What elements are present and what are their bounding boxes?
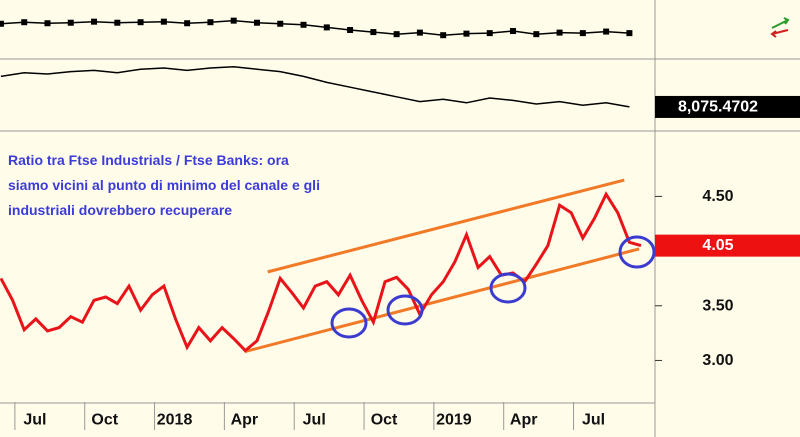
- series-marker: [21, 19, 28, 26]
- last-value-box: [655, 234, 800, 257]
- annotation: Ratio tra Ftse Industrials / Ftse Banks:…: [8, 152, 289, 168]
- series-marker: [370, 29, 377, 36]
- series-marker: [323, 24, 330, 31]
- series-marker: [91, 18, 98, 25]
- series-marker: [137, 19, 144, 26]
- series-marker: [0, 20, 4, 27]
- highlight-circle: [386, 294, 424, 326]
- annotation: industriali dovrebbero recuperare: [8, 202, 232, 218]
- series-marker: [626, 30, 633, 37]
- x-tick-label: Apr: [231, 412, 259, 429]
- series-marker: [416, 29, 423, 36]
- x-tick-label: 2018: [157, 412, 193, 429]
- x-tick-label: Apr: [510, 412, 538, 429]
- series-marker: [556, 29, 563, 36]
- highlight-circles: [330, 235, 656, 339]
- series-marker: [277, 20, 284, 27]
- series-marker: [579, 30, 586, 37]
- series-marker: [44, 20, 51, 27]
- annotation: siamo vicini al punto di minimo del cana…: [8, 177, 320, 193]
- y-tick-label: 4.50: [702, 188, 733, 205]
- series-marker: [347, 27, 354, 33]
- series-marker: [463, 30, 470, 37]
- series-marker: [114, 19, 121, 26]
- series-marker: [160, 18, 167, 25]
- series-marker: [207, 19, 214, 26]
- last-value-label: 4.05: [702, 237, 733, 254]
- series-marker: [67, 19, 74, 26]
- series-marker: [603, 28, 610, 35]
- trend-line: [244, 247, 640, 354]
- x-tick-label: Oct: [91, 412, 118, 429]
- x-tick-label: 2019: [436, 412, 472, 429]
- tool-icon: [770, 17, 790, 38]
- series-marker: [510, 28, 517, 35]
- series-marker: [300, 21, 307, 28]
- x-tick-label: Jul: [303, 412, 326, 429]
- series-marker: [486, 30, 493, 37]
- highlight-circle: [618, 235, 656, 269]
- trend-line: [267, 178, 625, 274]
- highlight-circle: [330, 307, 368, 339]
- series-marker: [184, 20, 191, 27]
- last-value-label: 8,075.4702: [678, 98, 758, 115]
- x-tick-label: Jul: [582, 412, 605, 429]
- series-line: [0, 19, 630, 36]
- series-line: [0, 66, 630, 108]
- x-tick-label: Jul: [23, 412, 46, 429]
- last-value-box: [655, 95, 800, 118]
- highlight-circle: [489, 272, 527, 304]
- y-tick-label: 3.00: [702, 352, 733, 369]
- series-marker: [440, 32, 447, 39]
- series-marker: [393, 31, 400, 38]
- series-marker: [533, 31, 540, 38]
- series-line: [0, 191, 642, 353]
- y-tick-label: 3.50: [702, 297, 733, 314]
- series-marker: [253, 19, 260, 26]
- x-tick-label: Oct: [371, 412, 398, 429]
- series-marker: [230, 17, 237, 24]
